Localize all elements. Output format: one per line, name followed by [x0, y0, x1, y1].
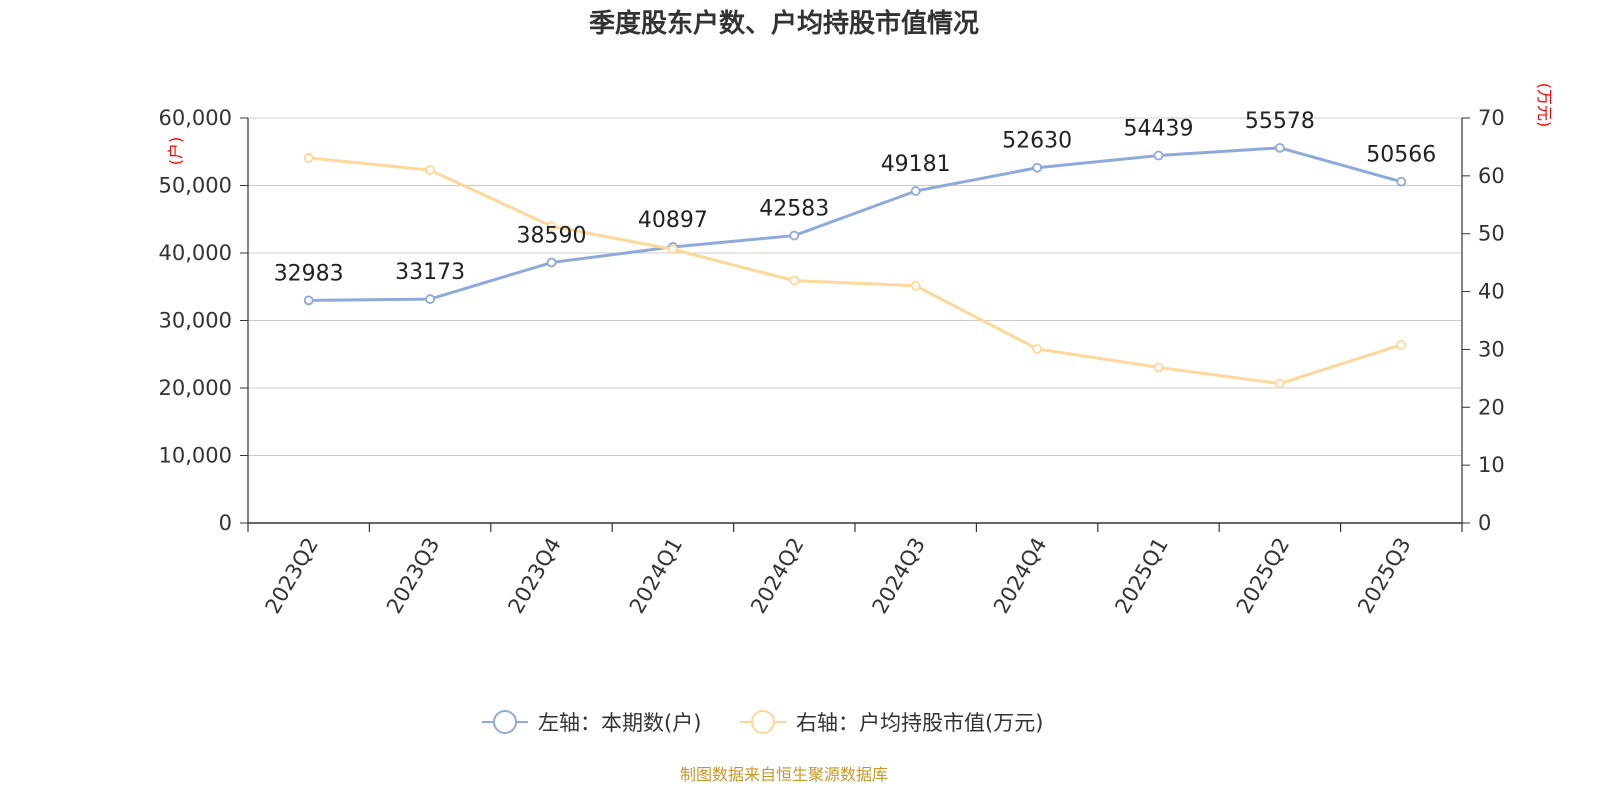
- data-label: 32983: [274, 261, 344, 286]
- x-tick-label: 2024Q3: [868, 534, 930, 618]
- data-label: 49181: [881, 152, 951, 177]
- x-tick-label: 2024Q4: [989, 534, 1051, 618]
- right-tick-label: 70: [1478, 106, 1505, 130]
- data-label: 33173: [395, 260, 465, 285]
- left-tick-label: 20,000: [159, 376, 232, 400]
- data-point-right: [1153, 362, 1164, 373]
- data-label: 38590: [517, 224, 587, 249]
- legend-label-right: 右轴：户均持股市值(万元): [796, 711, 1043, 735]
- x-tick-label: 2023Q2: [261, 534, 323, 618]
- x-tick-label: 2023Q3: [382, 534, 444, 618]
- left-tick-label: 10,000: [159, 444, 232, 468]
- legend-marker: [493, 710, 517, 734]
- right-tick-label: 10: [1478, 453, 1505, 477]
- data-point-left: [303, 295, 314, 306]
- data-point-left: [1275, 142, 1285, 153]
- data-label: 50566: [1366, 143, 1436, 168]
- data-label: 42583: [759, 197, 829, 222]
- x-tick-label: 2024Q1: [625, 534, 687, 618]
- left-axis-unit: (户): [166, 137, 185, 166]
- data-point-left: [425, 294, 436, 304]
- right-tick-label: 20: [1478, 395, 1505, 419]
- data-point-right: [1396, 339, 1407, 350]
- left-tick-label: 60,000: [159, 106, 232, 130]
- series-line-left: [308, 146, 1402, 302]
- data-point-left: [789, 230, 800, 241]
- right-tick-label: 40: [1478, 280, 1505, 304]
- legend: 左轴：本期数(户) 右轴：户均持股市值(万元): [482, 710, 1043, 735]
- data-label: 54439: [1124, 117, 1194, 142]
- data-point-left: [546, 257, 557, 268]
- data-labels: 32983 33173 38590 40897 42583 49181 52630 54439…: [274, 109, 1437, 287]
- series-lines: [303, 142, 1407, 389]
- x-tick-label: 2024Q2: [746, 534, 808, 618]
- x-axis-ticks: 2023Q2 2023Q3 2023Q4 2024Q1 2024Q2 2024Q3 2024…: [247, 523, 1463, 618]
- right-tick-label: 60: [1478, 164, 1505, 188]
- source-note: 制图数据来自恒生聚源数据库: [680, 765, 888, 784]
- x-tick-label: 2025Q1: [1110, 534, 1172, 618]
- left-axis-ticks: 0 10,000 20,000 30,000 40,000 50,000 60,000: [159, 106, 248, 535]
- right-tick-label: 50: [1478, 222, 1505, 246]
- data-point-right: [910, 280, 921, 291]
- series-line-right: [308, 156, 1402, 386]
- grid-lines: [248, 117, 1462, 456]
- data-point-right: [1032, 343, 1042, 354]
- data-point-right: [668, 244, 678, 255]
- data-point-right: [789, 275, 800, 286]
- data-point-right: [546, 221, 557, 232]
- right-tick-label: 0: [1478, 511, 1491, 535]
- right-tick-label: 30: [1478, 337, 1505, 361]
- left-tick-label: 40,000: [159, 241, 232, 265]
- data-label: 40897: [638, 208, 708, 233]
- chart-title: 季度股东户数、户均持股市值情况: [589, 8, 979, 39]
- right-axis-ticks: 0 10 20 30 40 50 60 70: [1462, 106, 1505, 535]
- legend-marker: [751, 710, 775, 734]
- left-tick-label: 30,000: [159, 309, 232, 333]
- left-tick-label: 0: [219, 511, 232, 535]
- data-point-right: [303, 153, 314, 163]
- right-axis-unit: (万元): [1535, 83, 1554, 128]
- data-point-left: [1153, 150, 1164, 161]
- left-tick-label: 50,000: [159, 174, 232, 198]
- x-tick-label: 2023Q4: [503, 534, 565, 618]
- data-label: 52630: [1002, 129, 1072, 154]
- x-tick-label: 2025Q3: [1353, 534, 1415, 618]
- data-point-right: [425, 165, 436, 175]
- data-point-left: [910, 186, 921, 196]
- data-point-left: [1032, 162, 1042, 173]
- data-point-right: [1275, 378, 1285, 389]
- legend-label-left: 左轴：本期数(户): [538, 711, 701, 735]
- data-label: 55578: [1245, 109, 1315, 134]
- data-point-left: [1396, 176, 1407, 187]
- x-tick-label: 2025Q2: [1232, 534, 1294, 618]
